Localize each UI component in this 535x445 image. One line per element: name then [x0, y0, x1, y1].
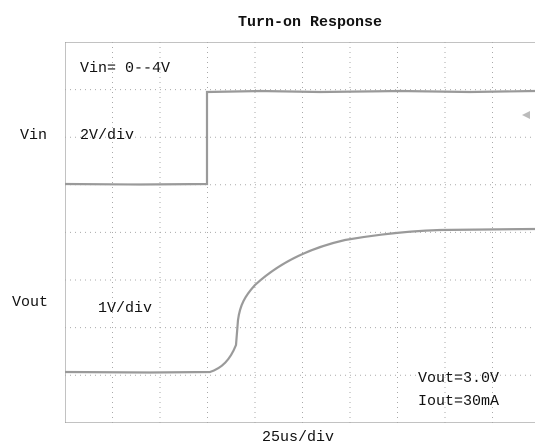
condition: Vout=3.0V: [418, 370, 499, 387]
channel-name: Vout: [12, 294, 48, 311]
channel-name: Vin: [20, 127, 47, 144]
channel-scale: 2V/div: [80, 127, 134, 144]
channel-scale: 1V/div: [98, 300, 152, 317]
vin-range: Vin= 0--4V: [80, 60, 170, 77]
graticule: [65, 42, 535, 423]
trigger-marker: [522, 111, 530, 119]
condition: Iout=30mA: [418, 393, 499, 410]
vout-trace: [65, 227, 535, 374]
vin-trace: [65, 89, 535, 186]
timebase: 25us/div: [262, 429, 334, 445]
title: Turn-on Response: [238, 14, 382, 31]
